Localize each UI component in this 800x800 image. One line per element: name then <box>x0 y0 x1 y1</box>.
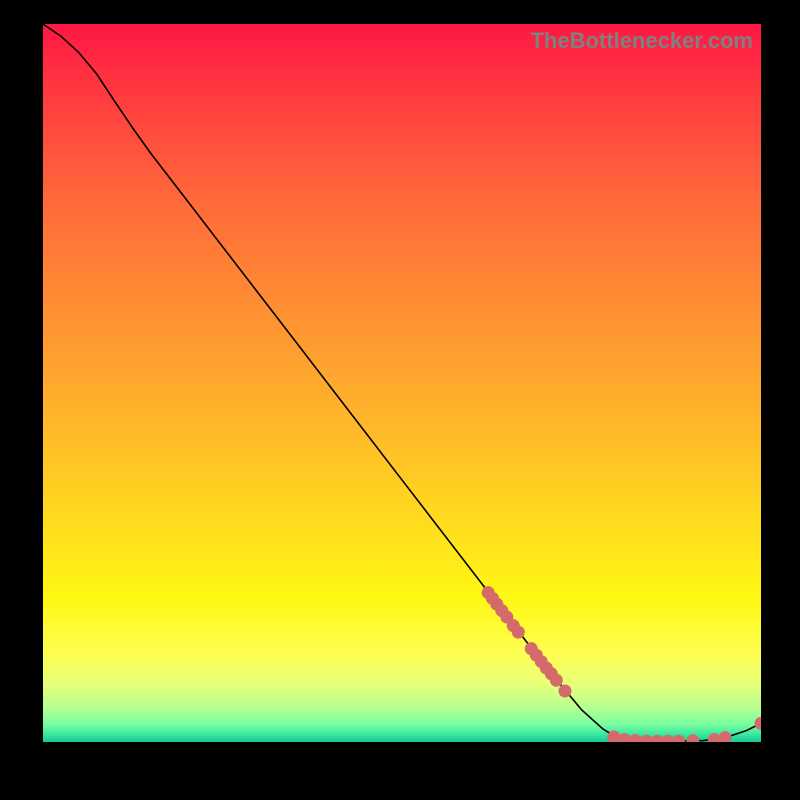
marker-point <box>686 734 699 742</box>
marker-point <box>755 717 762 730</box>
marker-point <box>558 685 571 698</box>
curve-line <box>43 24 761 741</box>
chart-overlay <box>43 24 761 742</box>
marker-group <box>482 586 761 742</box>
plot-area: TheBottlenecker.com <box>43 24 761 742</box>
marker-point <box>719 731 732 742</box>
marker-point <box>512 626 525 639</box>
marker-point <box>550 674 563 687</box>
marker-point <box>672 735 685 742</box>
